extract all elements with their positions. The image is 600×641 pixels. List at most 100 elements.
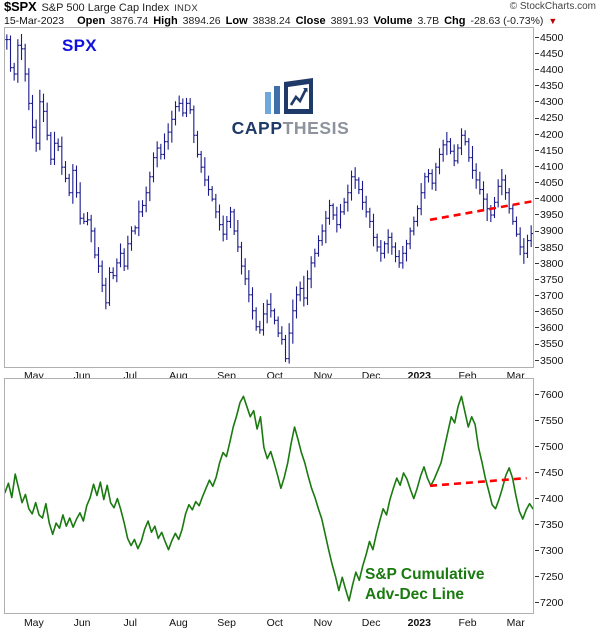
- y-axis-tick-mark: [535, 133, 539, 135]
- y-axis-tick-mark: [535, 53, 539, 55]
- quote-header-values: 15-Mar-2023 Open 3876.74 High 3894.26 Low 3838…: [4, 14, 557, 27]
- x-axis-tick-label: Nov: [313, 617, 333, 629]
- advdec-y-axis: 7600 7550 7500 7450 7400 7350 7300 7250 7200: [535, 378, 600, 614]
- y-axis-tick-mark: [535, 343, 539, 345]
- close-label: Close: [295, 15, 326, 27]
- x-axis-tick-label: Jun: [73, 617, 91, 629]
- y-axis-tick-mark: [535, 575, 539, 577]
- y-axis-tick: 3500: [535, 355, 563, 366]
- y-axis-tick: 3600: [535, 323, 563, 334]
- y-axis-tick: 4200: [535, 128, 564, 141]
- y-axis-tick: 3850: [535, 241, 564, 254]
- y-axis-tick-label: 4200: [540, 128, 564, 141]
- y-axis-tick-label: 3650: [540, 306, 564, 319]
- quote-header-identity: $SPX S&P 500 Large Cap Index INDX: [4, 0, 198, 15]
- y-axis-tick-mark: [535, 85, 539, 87]
- y-axis-tick-label: 7200: [540, 596, 564, 609]
- y-axis-tick: 4150: [535, 144, 564, 157]
- symbol-ticker: $SPX: [4, 0, 37, 14]
- low-value: 3838.24: [252, 15, 291, 27]
- y-axis-tick: 4400: [535, 65, 563, 75]
- y-axis-tick: 3550: [535, 338, 564, 351]
- y-axis-tick-label: 3850: [540, 241, 564, 254]
- y-axis-tick: 4050: [535, 178, 563, 188]
- y-axis-tick: 4000: [535, 194, 563, 204]
- y-axis-tick: 3650: [535, 307, 563, 317]
- advdec-chart-plot: [5, 395, 533, 602]
- y-axis-tick: 7550: [535, 414, 564, 427]
- x-axis-tick-label: 2023: [407, 617, 431, 629]
- y-axis-tick-label: 4400: [540, 63, 564, 76]
- y-axis-tick-label: 7600: [540, 388, 564, 401]
- symbol-exchange: INDX: [174, 3, 198, 14]
- open-value: 3876.74: [110, 15, 149, 27]
- y-axis-tick-label: 3800: [540, 257, 564, 270]
- advdec-chart-panel[interactable]: [4, 378, 534, 614]
- x-axis-tick-label: Sep: [217, 617, 236, 629]
- y-axis-tick-label: 7300: [540, 544, 564, 557]
- cappthesis-logo: CAPPTHESIS: [208, 78, 373, 140]
- y-axis-tick: 7600: [535, 388, 564, 401]
- cappthesis-logo-mark-icon: [263, 78, 321, 121]
- y-axis-tick-label: 4000: [540, 193, 564, 206]
- y-axis-tick-mark: [535, 69, 539, 71]
- volume-value: 3.7B: [417, 15, 440, 27]
- y-axis-tick-mark: [535, 471, 539, 473]
- y-axis-tick: 7500: [535, 441, 563, 452]
- x-axis-tick-label: Dec: [361, 617, 381, 629]
- y-axis-tick: 3900: [535, 226, 563, 237]
- change-down-arrow: ▼: [548, 16, 558, 26]
- quote-date: 15-Mar-2023: [4, 15, 65, 27]
- y-axis-tick: 4100: [535, 162, 563, 172]
- y-axis-tick-label: 3950: [540, 209, 564, 222]
- y-axis-tick-label: 4300: [540, 96, 564, 109]
- y-axis-tick-mark: [535, 230, 539, 232]
- x-axis-tick-label: Mar: [506, 617, 525, 629]
- y-axis-tick: 7400: [535, 493, 563, 504]
- high-label: High: [153, 15, 178, 27]
- advdec-x-axis: May Jun Jul Aug Sep Oct Nov Dec 2023 Feb Mar: [4, 615, 534, 633]
- x-axis-tick-label: Feb: [458, 617, 477, 629]
- y-axis-tick: 7300: [535, 544, 564, 557]
- y-axis-tick-label: 3550: [540, 338, 564, 351]
- price-chart-panel[interactable]: [4, 27, 534, 368]
- y-axis-tick-label: 4500: [540, 31, 564, 44]
- y-axis-tick-label: 7350: [540, 518, 564, 531]
- y-axis-tick-label: 4100: [540, 160, 564, 173]
- y-axis-tick: 3700: [535, 291, 563, 301]
- y-axis-tick-mark: [535, 262, 539, 264]
- advdec-series-label: S&P Cumulative Adv-Dec Line: [365, 566, 485, 603]
- y-axis-tick: 4350: [535, 81, 563, 91]
- price-chart-plot: [5, 34, 533, 364]
- y-axis-tick-mark: [535, 327, 539, 329]
- y-axis-tick: 4450: [535, 49, 563, 59]
- stockcharts-credit: © StockCharts.com: [509, 1, 596, 12]
- logo-text-capp: CAPP: [231, 118, 283, 138]
- y-axis-tick-label: 7550: [540, 414, 564, 427]
- y-axis-tick-label: 7450: [540, 466, 564, 479]
- volume-label: Volume: [373, 15, 413, 27]
- y-axis-tick-mark: [535, 295, 539, 297]
- y-axis-tick-label: 4150: [540, 144, 564, 157]
- y-axis-tick: 4250: [535, 113, 563, 124]
- x-axis-tick-label: Oct: [266, 617, 283, 629]
- y-axis-tick-label: 4050: [540, 176, 564, 189]
- y-axis-tick-mark: [535, 279, 539, 281]
- y-axis-tick-mark: [535, 182, 539, 184]
- x-axis-tick-label: Aug: [169, 617, 188, 629]
- cappthesis-logo-text: CAPPTHESIS: [208, 118, 373, 139]
- y-axis-tick: 4500: [535, 31, 564, 44]
- price-series-label: SPX: [62, 36, 97, 55]
- high-value: 3894.26: [182, 15, 221, 27]
- logo-text-thesis: THESIS: [282, 118, 350, 138]
- close-value: 3891.93: [330, 15, 369, 27]
- y-axis-tick: 7200: [535, 596, 564, 609]
- x-axis-tick-label: May: [23, 617, 44, 629]
- y-axis-tick-mark: [535, 149, 539, 151]
- y-axis-tick-mark: [535, 166, 539, 168]
- change-label: Chg: [444, 15, 466, 27]
- quote-header: $SPX S&P 500 Large Cap Index INDX © StockC…: [0, 0, 600, 27]
- y-axis-tick-mark: [535, 36, 539, 38]
- y-axis-tick-mark: [535, 198, 539, 200]
- y-axis-tick-mark: [535, 497, 539, 499]
